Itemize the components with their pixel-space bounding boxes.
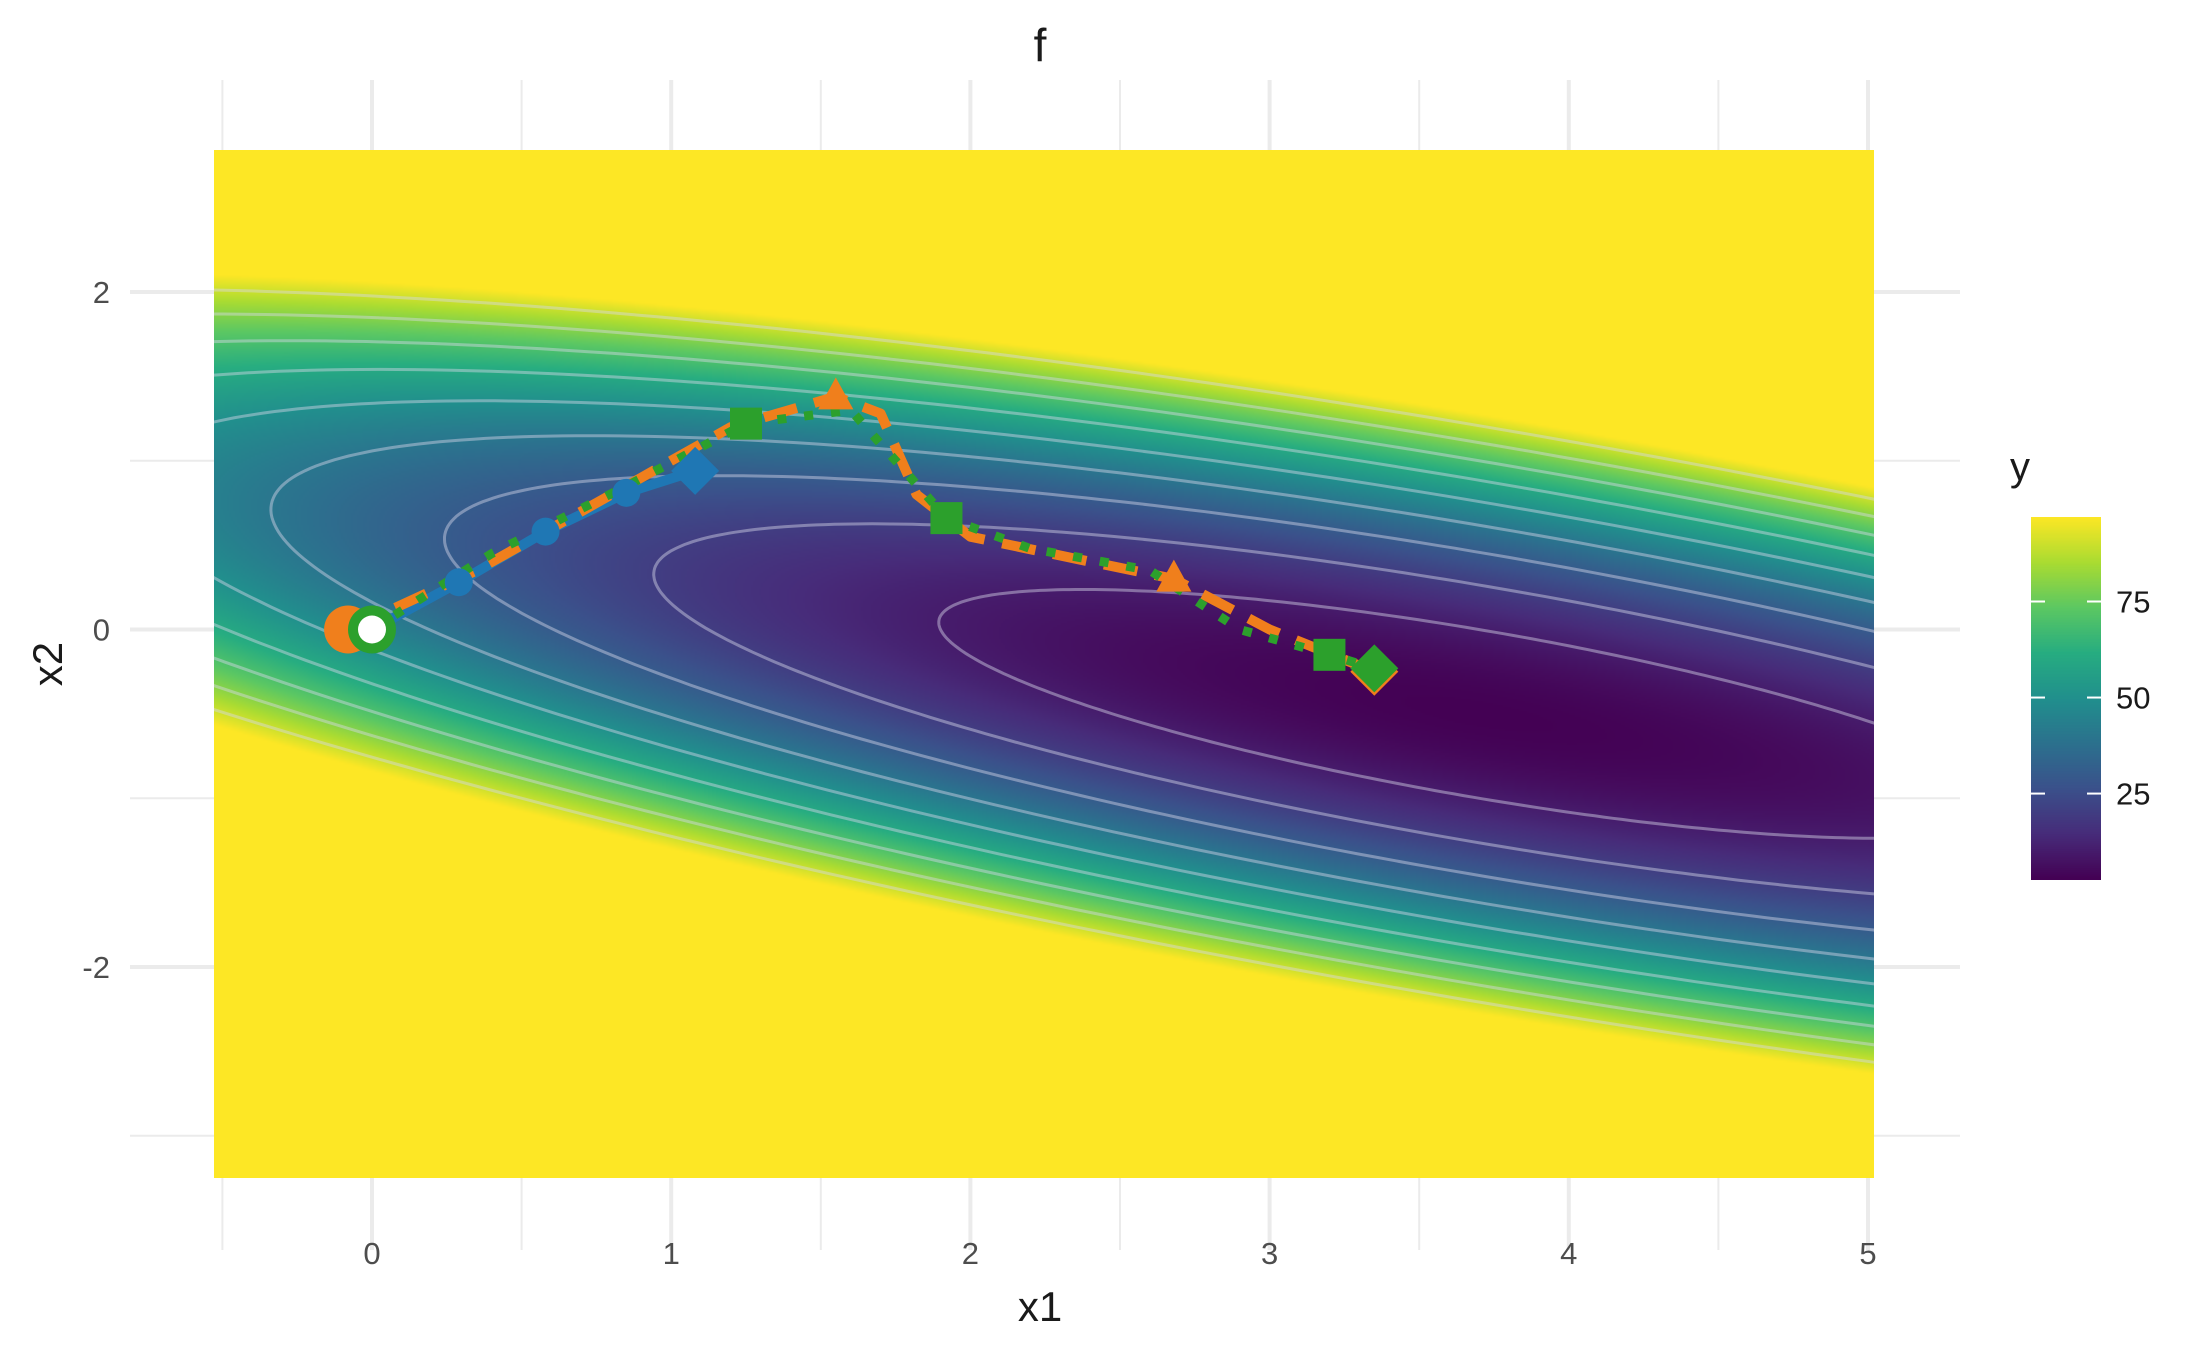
heatmap-image [214, 150, 1874, 1178]
contour-line [937, 588, 1874, 840]
x-tick-label: 3 [1261, 1236, 1278, 1271]
series-point [930, 502, 963, 535]
x-tick-label: 4 [1560, 1236, 1577, 1271]
y-tick-label: -2 [82, 950, 110, 985]
contour-line [269, 434, 1874, 961]
colorbar-tick-label: 50 [2116, 681, 2150, 716]
series-point [1313, 638, 1346, 671]
contour-line [214, 312, 1874, 1047]
series-point [531, 517, 560, 546]
series-point [818, 377, 854, 410]
chart-title: f [1033, 19, 1047, 71]
colorbar-tick-label: 25 [2116, 777, 2150, 812]
contour-line [652, 522, 1874, 896]
contour-line [214, 288, 1874, 1064]
contour-line [443, 474, 1874, 932]
x-tick-label: 2 [962, 1236, 979, 1271]
series-point [730, 407, 762, 440]
y-tick-label: 2 [93, 275, 110, 310]
contour-line [214, 339, 1874, 1028]
x-axis-title: x1 [1017, 1283, 1063, 1330]
y-tick-label: 0 [93, 613, 110, 648]
series-end-marker [671, 446, 720, 495]
contour-line [214, 399, 1874, 986]
series-point [1156, 559, 1192, 592]
legend-title: y [2010, 445, 2030, 489]
x-tick-label: 1 [663, 1236, 680, 1271]
start-marker-center [358, 615, 386, 644]
series-end-marker [1350, 644, 1399, 693]
series-point [612, 478, 641, 507]
series-point [444, 568, 473, 597]
x-tick-label: 5 [1859, 1236, 1876, 1271]
y-axis-title: x2 [24, 641, 71, 687]
contour-line [214, 367, 1874, 1008]
x-tick-label: 0 [363, 1236, 380, 1271]
colorbar-tick-label: 75 [2116, 585, 2150, 620]
